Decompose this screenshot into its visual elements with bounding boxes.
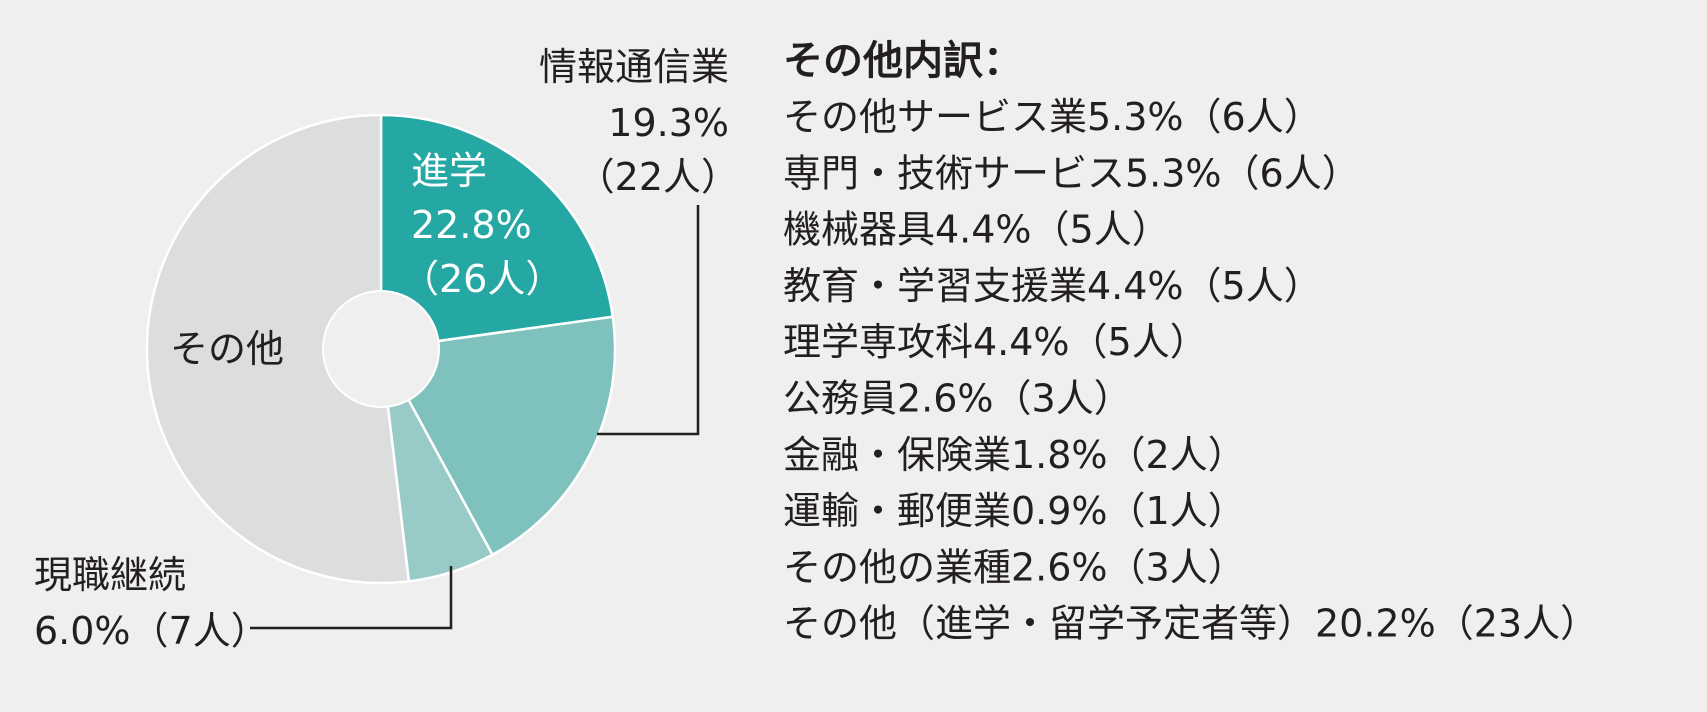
breakdown-item: 専門・技術サービス5.3%（6人） xyxy=(783,151,1360,195)
slice-label-shingaku: 進学 xyxy=(411,149,487,193)
slice-count-joho: （22人） xyxy=(577,155,739,199)
slice-label-joho: 情報通信業 xyxy=(539,45,729,89)
breakdown-title: その他内訳： xyxy=(783,38,1023,84)
donut-hole xyxy=(322,290,440,408)
slice-value-shingaku: 22.8% xyxy=(411,203,532,247)
breakdown-item: 教育・学習支援業4.4%（5人） xyxy=(783,264,1322,308)
pie-slice-shingaku xyxy=(379,113,615,351)
breakdown-item: 金融・保険業1.8%（2人） xyxy=(783,433,1246,477)
breakdown-item: 理学専攻科4.4%（5人） xyxy=(783,320,1208,364)
breakdown-item: 運輸・郵便業0.9%（1人） xyxy=(783,489,1246,533)
slice-label-genshoku: 現職継続 xyxy=(34,553,186,597)
slice-count-shingaku: （26人） xyxy=(401,257,563,301)
pie-slice-sonota xyxy=(145,113,411,585)
breakdown-item: その他サービス業5.3%（6人） xyxy=(783,95,1322,139)
leader-line-joho xyxy=(597,205,700,436)
breakdown-item: その他（進学・留学予定者等）20.2%（23人） xyxy=(783,602,1598,646)
leader-line-genshoku xyxy=(250,566,453,630)
breakdown-item: 公務員2.6%（3人） xyxy=(783,377,1132,421)
breakdown-list: その他内訳： その他サービス業5.3%（6人） 専門・技術サービス5.3%（6人）… xyxy=(783,38,1598,646)
slice-value-genshoku: 6.0%（7人） xyxy=(34,609,269,653)
pie-slices xyxy=(145,113,617,585)
pie-slice-joho xyxy=(379,315,617,557)
breakdown-item: 機械器具4.4%（5人） xyxy=(783,208,1170,252)
breakdown-item: その他の業種2.6%（3人） xyxy=(783,545,1246,589)
slice-value-joho: 19.3% xyxy=(608,101,729,145)
slice-label-sonota: その他 xyxy=(170,327,284,371)
